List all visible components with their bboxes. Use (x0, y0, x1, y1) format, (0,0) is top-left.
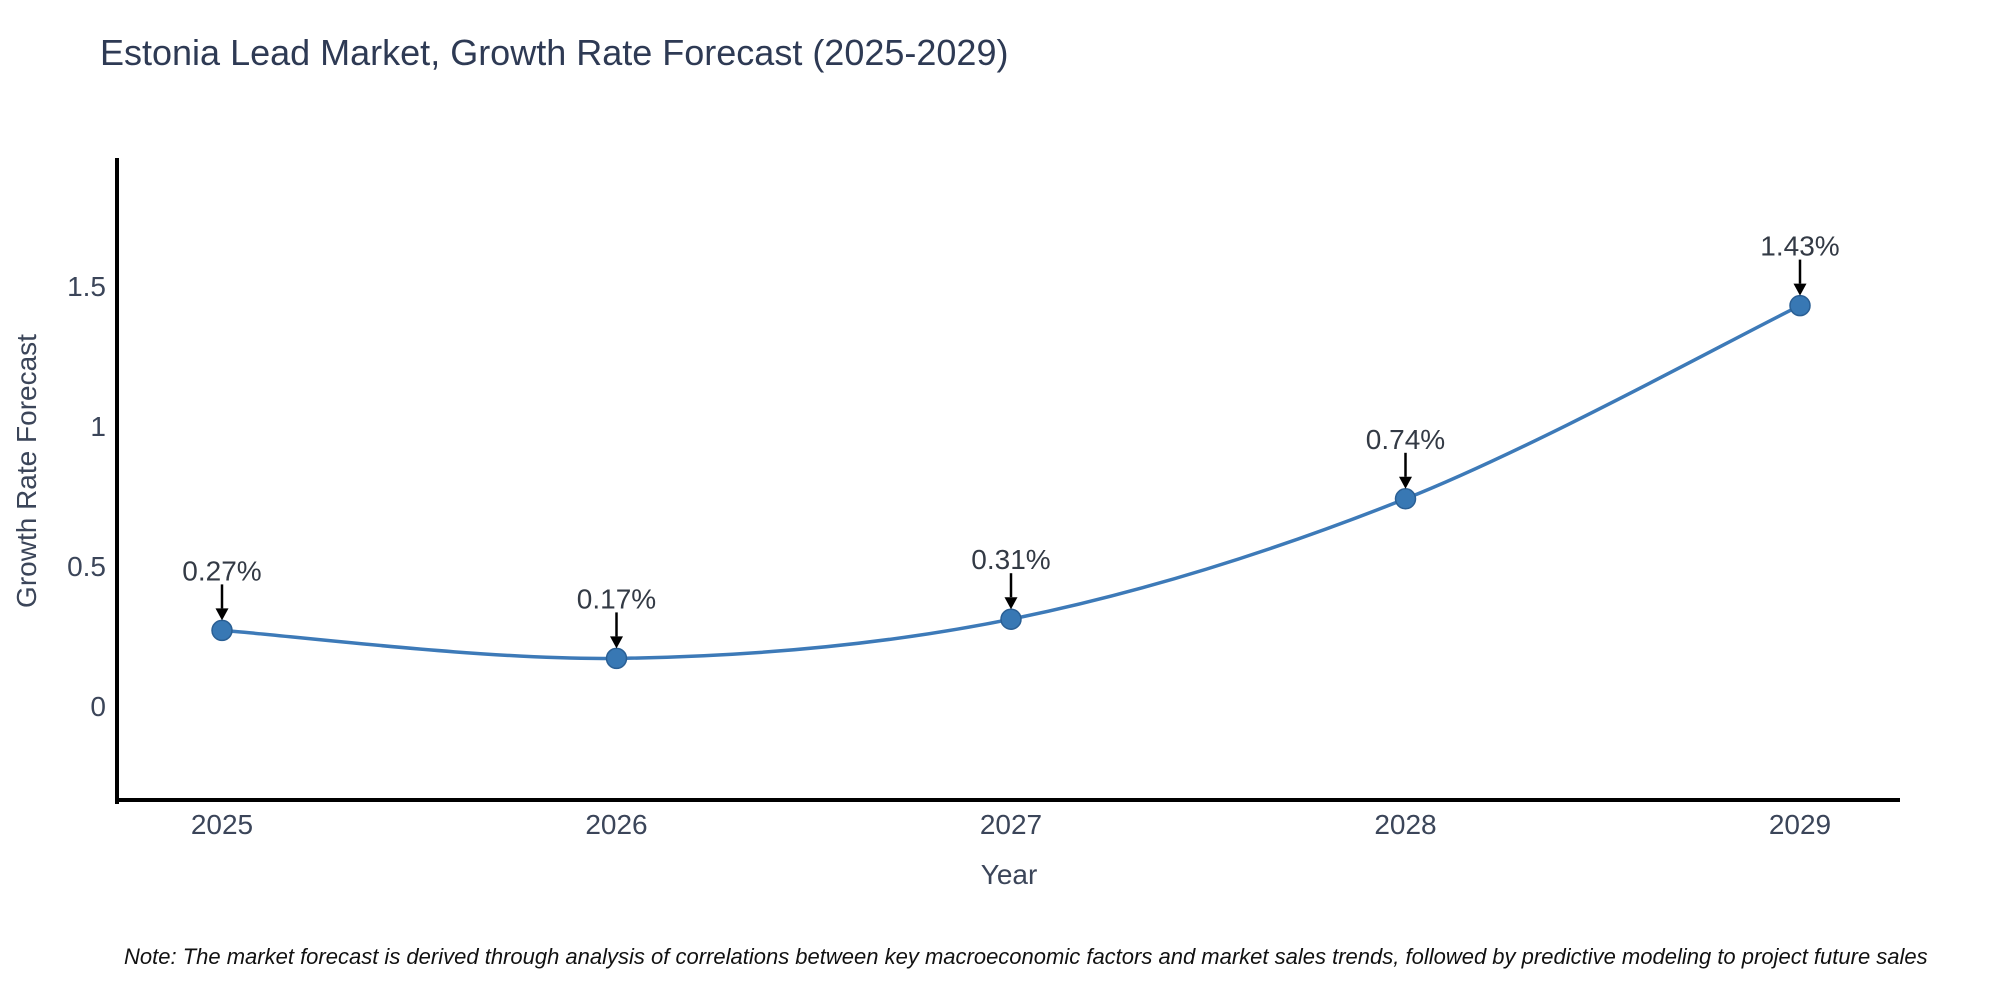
x-axis-title: Year (980, 859, 1038, 890)
x-tick-label: 2026 (585, 809, 647, 840)
point-annotation: 0.74% (1366, 424, 1445, 489)
annotation-arrow-head (1399, 476, 1412, 489)
data-points-group (211, 294, 1811, 670)
data-point (1000, 608, 1022, 630)
y-tick-label: 1 (90, 411, 106, 442)
annotation-label: 0.27% (182, 555, 261, 586)
annotation-arrow-head (1004, 597, 1018, 610)
point-annotation: 0.27% (182, 555, 262, 621)
data-point (605, 647, 628, 670)
y-tick-label: 0.5 (67, 551, 106, 582)
point-annotation: 1.43% (1760, 231, 1840, 296)
x-tick-label: 2027 (980, 809, 1042, 840)
annotation-label: 0.31% (971, 544, 1050, 575)
annotation-label: 0.17% (577, 583, 656, 614)
x-axis-spine (115, 798, 1900, 802)
y-tick-labels-group: 0 0.5 1 1.5 (67, 271, 106, 722)
y-axis-spine (115, 158, 119, 804)
y-tick-label: 1.5 (67, 271, 106, 302)
data-point (1394, 488, 1417, 510)
annotation-label: 0.74% (1366, 424, 1445, 455)
x-tick-label: 2025 (191, 809, 253, 840)
annotation-arrow-head (610, 636, 623, 649)
annotation-arrow-head (1793, 283, 1807, 296)
x-tick-label: 2028 (1374, 809, 1436, 840)
annotation-arrow-head (215, 608, 229, 621)
x-tick-label: 2029 (1769, 809, 1831, 840)
y-tick-label: 0 (90, 691, 106, 722)
annotation-label: 1.43% (1760, 231, 1839, 262)
chart-title: Estonia Lead Market, Growth Rate Forecas… (100, 32, 1009, 73)
point-annotation: 0.17% (577, 583, 656, 649)
data-point (211, 619, 233, 642)
point-annotation: 0.31% (971, 544, 1051, 610)
annotations-group: 0.27% 0.17% 0.31% 0.74% 1.43% (182, 231, 1840, 649)
x-tick-labels-group: 2025 2026 2027 2028 2029 (191, 809, 1831, 840)
data-point (1789, 294, 1811, 317)
note-text: Note: The market forecast is derived thr… (124, 944, 1928, 969)
